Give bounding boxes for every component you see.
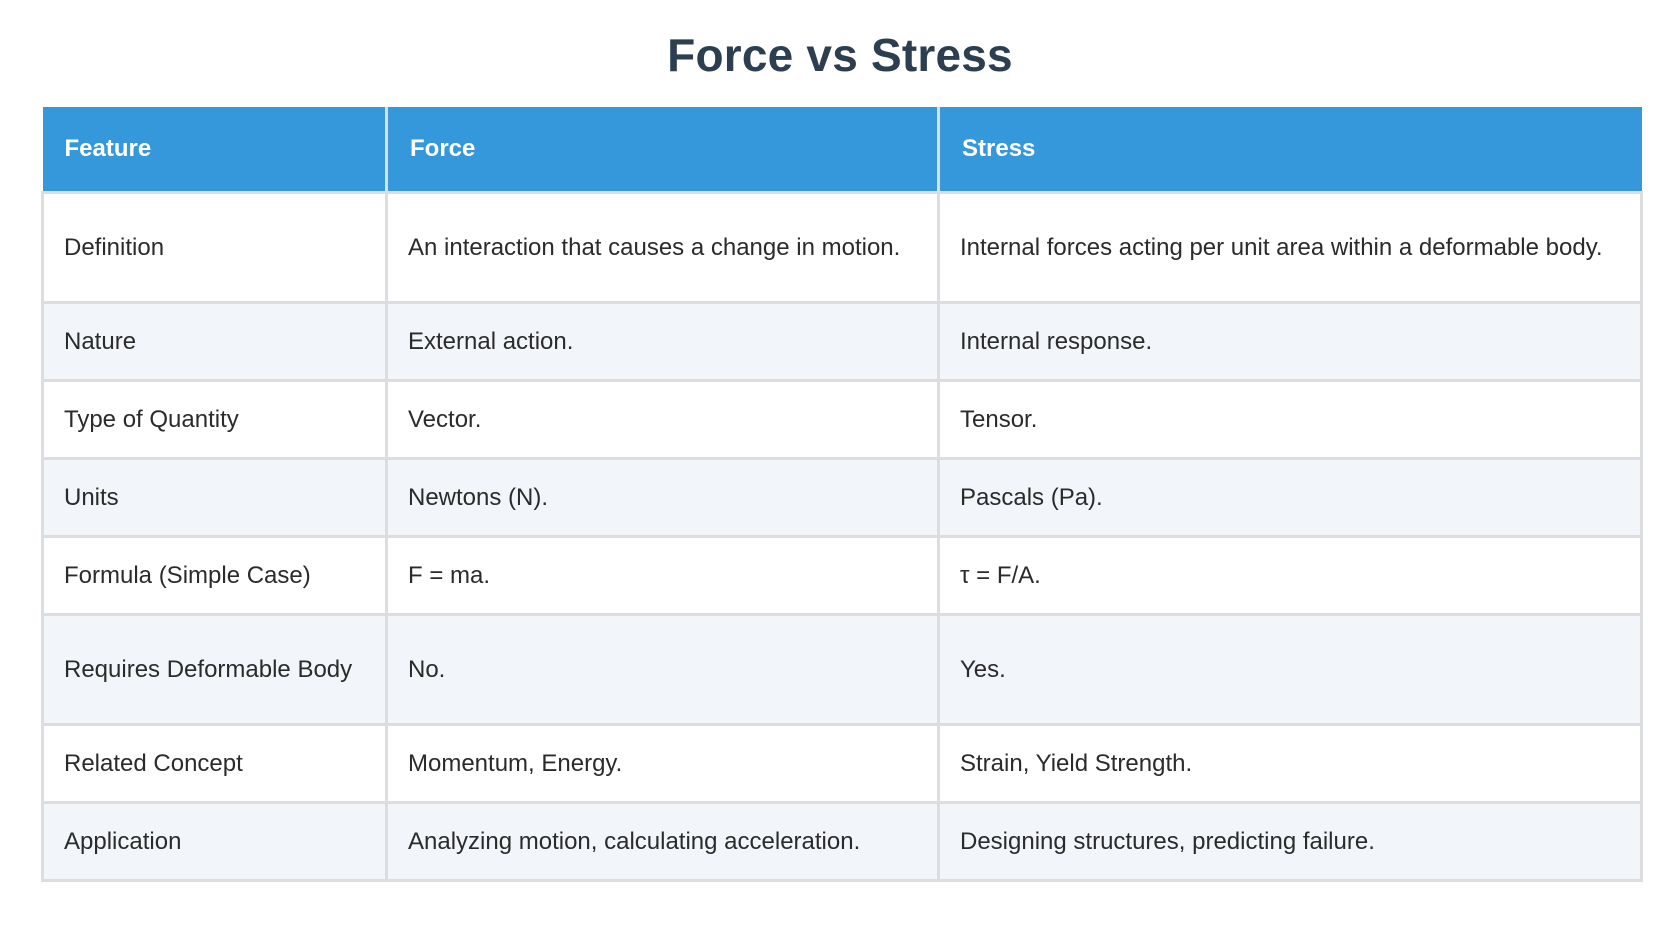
table-row: Units Newtons (N). Pascals (Pa). xyxy=(41,456,1643,538)
column-header-force: Force xyxy=(385,107,940,194)
feature-cell: Requires Deformable Body xyxy=(41,612,388,726)
feature-cell: Formula (Simple Case) xyxy=(41,534,388,616)
force-cell: F = ma. xyxy=(385,534,940,616)
force-cell: Momentum, Energy. xyxy=(385,722,940,804)
table-header-row: Feature Force Stress xyxy=(42,107,1642,194)
stress-cell: Internal forces acting per unit area wit… xyxy=(937,190,1643,304)
table-row: Definition An interaction that causes a … xyxy=(41,190,1643,304)
stress-cell: Pascals (Pa). xyxy=(937,456,1643,538)
column-header-feature: Feature xyxy=(42,107,388,194)
force-cell: An interaction that causes a change in m… xyxy=(385,190,940,304)
stress-cell: Internal response. xyxy=(937,300,1643,382)
comparison-table: Feature Force Stress Definition An inter… xyxy=(41,107,1643,882)
table-row: Type of Quantity Vector. Tensor. xyxy=(41,378,1643,460)
force-cell: Vector. xyxy=(385,378,940,460)
column-header-stress: Stress xyxy=(937,107,1642,194)
force-cell: Newtons (N). xyxy=(385,456,940,538)
page-title: Force vs Stress xyxy=(667,29,1013,81)
feature-cell: Nature xyxy=(41,300,388,382)
table-row: Formula (Simple Case) F = ma. τ = F/A. xyxy=(41,534,1643,616)
feature-cell: Units xyxy=(41,456,388,538)
table-row: Related Concept Momentum, Energy. Strain… xyxy=(41,722,1643,804)
stress-cell: Tensor. xyxy=(937,378,1643,460)
table-row: Application Analyzing motion, calculatin… xyxy=(41,800,1643,882)
force-cell: Analyzing motion, calculating accelerati… xyxy=(385,800,940,882)
force-cell: No. xyxy=(385,612,940,726)
stress-cell: Designing structures, predicting failure… xyxy=(937,800,1643,882)
table-row: Nature External action. Internal respons… xyxy=(41,300,1643,382)
stress-cell: Yes. xyxy=(937,612,1643,726)
force-cell: External action. xyxy=(385,300,940,382)
stress-cell: Strain, Yield Strength. xyxy=(937,722,1643,804)
table-row: Requires Deformable Body No. Yes. xyxy=(41,612,1643,726)
feature-cell: Definition xyxy=(41,190,388,304)
feature-cell: Related Concept xyxy=(41,722,388,804)
stress-cell: τ = F/A. xyxy=(937,534,1643,616)
feature-cell: Type of Quantity xyxy=(41,378,388,460)
feature-cell: Application xyxy=(41,800,388,882)
